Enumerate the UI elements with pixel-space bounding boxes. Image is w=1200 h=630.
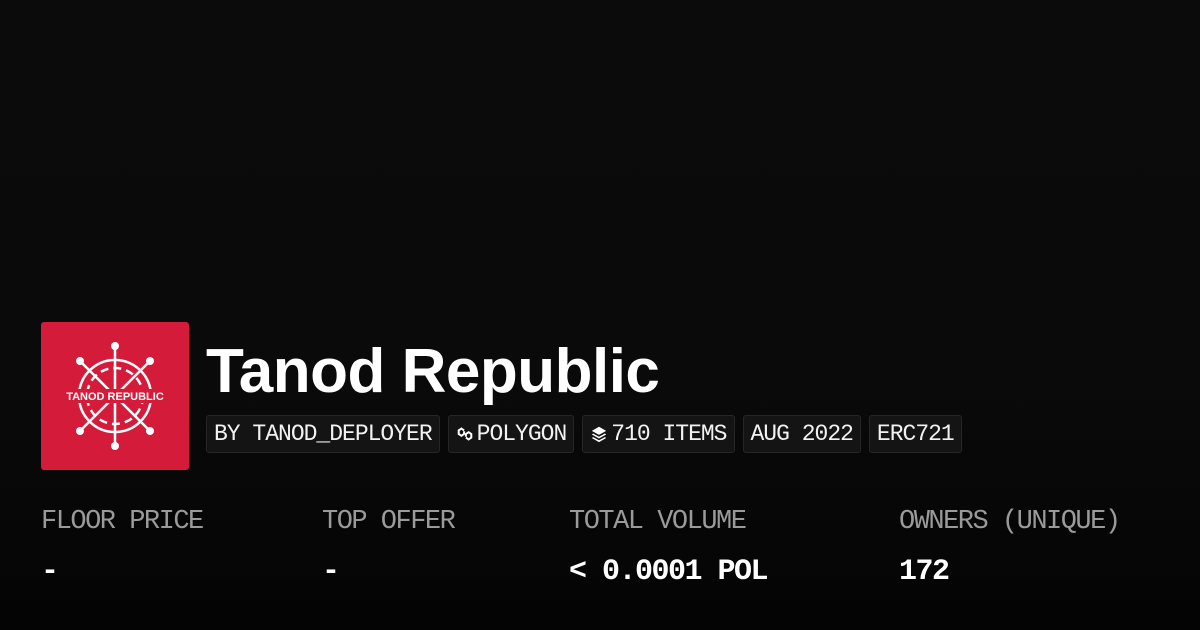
collection-meta-pills: BY TANOD_DEPLOYER POLYGON 710 ITEMS AUG … <box>206 415 962 453</box>
created-date-label: AUG 2022 <box>750 421 854 447</box>
stat-label: TOTAL VOLUME <box>569 507 747 537</box>
layers-icon <box>592 426 607 443</box>
items-pill: 710 ITEMS <box>582 415 735 453</box>
token-standard-label: ERC721 <box>876 421 955 447</box>
stat-label: FLOOR PRICE <box>41 507 204 537</box>
collection-title: Tanod Republic <box>206 337 660 406</box>
stat-floor-price: FLOOR PRICE - <box>41 505 204 590</box>
stat-label: TOP OFFER <box>322 507 456 537</box>
stat-value: 172 <box>899 555 950 589</box>
creator-pill[interactable]: BY TANOD_DEPLOYER <box>206 415 440 453</box>
chain-label: POLYGON <box>476 421 568 447</box>
stat-value: - <box>322 555 340 589</box>
svg-text:TANOD REPUBLIC: TANOD REPUBLIC <box>66 391 164 403</box>
stat-label: OWNERS (UNIQUE) <box>899 507 1121 537</box>
stat-total-volume: TOTAL VOLUME < 0.0001 POL <box>569 505 769 590</box>
chain-pill[interactable]: POLYGON <box>447 415 575 453</box>
created-date-pill: AUG 2022 <box>742 415 861 453</box>
collection-logo: TANOD REPUBLIC <box>41 322 189 470</box>
stat-owners: OWNERS (UNIQUE) 172 <box>899 505 1121 590</box>
chain-link-icon <box>457 427 472 441</box>
token-standard-pill: ERC721 <box>868 415 962 453</box>
stat-top-offer: TOP OFFER - <box>322 505 456 590</box>
stat-value: < 0.0001 POL <box>569 555 769 589</box>
items-label: 710 ITEMS <box>611 421 727 447</box>
ship-wheel-logo-icon: TANOD REPUBLIC <box>59 342 171 450</box>
creator-label: BY TANOD_DEPLOYER <box>214 421 433 447</box>
stat-value: - <box>41 555 59 589</box>
